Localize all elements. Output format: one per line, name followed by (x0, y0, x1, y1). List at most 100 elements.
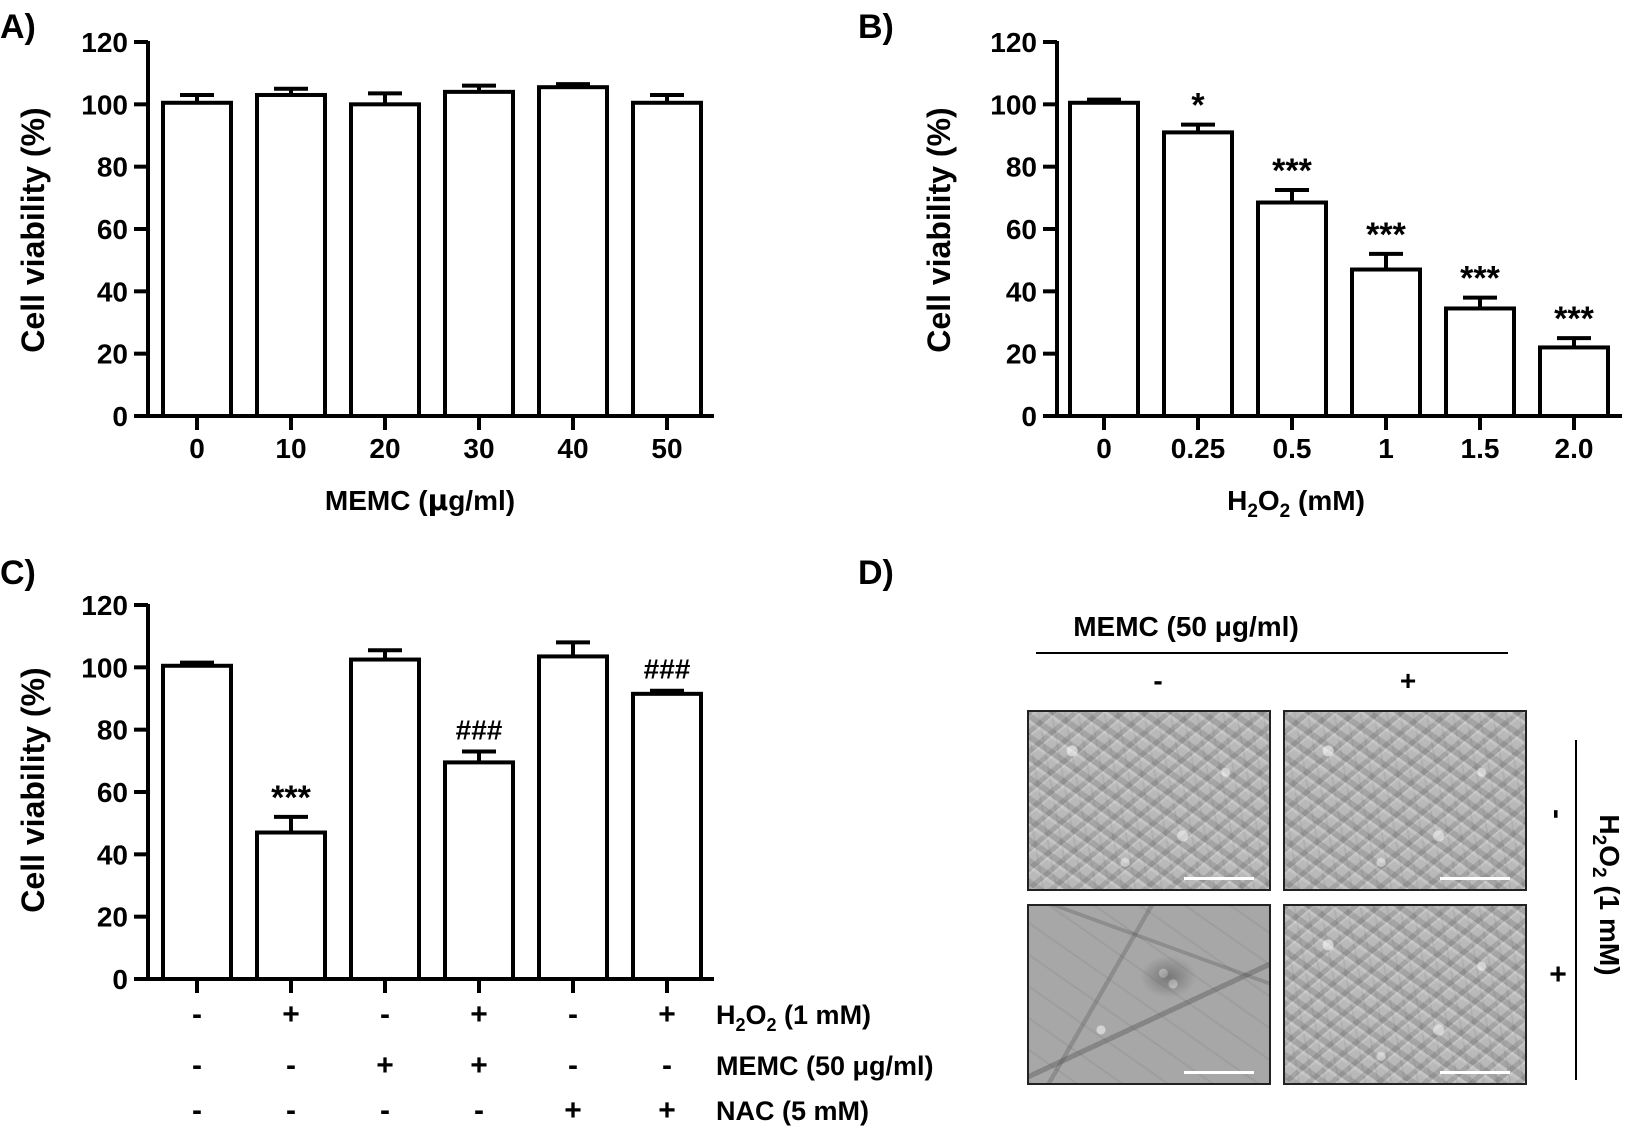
chart-b-significance-label: *** (1366, 216, 1406, 254)
panel-d-label: D) (858, 554, 894, 592)
chart-c-bar (161, 663, 233, 982)
chart-b-xlabel-sub2: 2 (1280, 501, 1291, 522)
chart-c-condition-sign: - (192, 1094, 202, 1127)
chart-b-x-tick-label: 0 (1096, 433, 1112, 464)
chart-c: 0 20 40 60 80 100 120 Cell viability (%) *** ### #… (15, 590, 714, 995)
chart-a-x-tick-label: 0 (189, 433, 205, 464)
chart-c-y-tick-label: 120 (81, 590, 128, 621)
chart-b-significance-label: *** (1460, 260, 1500, 298)
chart-a-x-tick-label: 50 (651, 433, 682, 464)
chart-b-xlabel-o: O (1258, 485, 1280, 516)
chart-c-bar (255, 830, 327, 981)
chart-c-condition-sign: - (474, 1094, 484, 1127)
chart-b-xlabel-h: H (1227, 485, 1247, 516)
chart-c-bar (631, 691, 703, 981)
chart-b-y-tick-label: 80 (1006, 152, 1037, 183)
chart-c-condition-sign: + (658, 998, 676, 1031)
micrograph-memc-h2o2 (1283, 904, 1527, 1085)
chart-a-y-tick-label: 0 (112, 401, 128, 432)
chart-b-xlabel-tail: (mM) (1290, 485, 1365, 516)
chart-c-condition-sign: - (192, 1049, 202, 1082)
scale-bar (1440, 1071, 1510, 1074)
micrograph-control (1027, 710, 1271, 891)
micrograph-memc (1283, 710, 1527, 891)
chart-c-cond-memc-label: MEMC (50 μg/ml) (716, 1051, 934, 1081)
panel-a-label: A) (0, 8, 36, 46)
chart-a-y-tick-label: 120 (81, 27, 128, 58)
chart-c-condition-sign: - (192, 998, 202, 1031)
chart-b-bar (1538, 345, 1610, 418)
panel-d-h2o2-header: H2O2 (1 mM) (1588, 814, 1625, 975)
chart-b-xlabel: H2O2 (mM) (1227, 485, 1365, 522)
chart-a-xlabel-mu: μ (428, 484, 449, 517)
chart-c-condition-sign: + (282, 998, 300, 1031)
chart-b-x-tick-label: 0.5 (1273, 433, 1312, 464)
chart-b-bar (1256, 200, 1328, 418)
chart-b-x-tick-label: 0.25 (1171, 433, 1226, 464)
chart-c-condition-signs: - + - + - + - - + + - - - - - - + + (192, 998, 676, 1127)
chart-b-y-tick-label: 60 (1006, 214, 1037, 245)
chart-a-bar (537, 85, 609, 418)
chart-a-x-tick-label: 10 (275, 433, 306, 464)
chart-b-x-tick-label: 1.5 (1461, 433, 1500, 464)
panel-d-memc-minus: - (1153, 665, 1162, 696)
chart-c-condition-sign: - (286, 1094, 296, 1127)
chart-c-y-tick-label: 80 (97, 715, 128, 746)
chart-c-y-tick-label: 60 (97, 777, 128, 808)
chart-c-bar (443, 760, 515, 981)
chart-b-significance-label: *** (1554, 300, 1594, 338)
chart-c-y-tick-label: 40 (97, 839, 128, 870)
chart-a-xlabel: MEMC (μg/ml) (325, 484, 515, 517)
chart-c-significance-label: ### (456, 714, 503, 745)
chart-b-bar (1444, 306, 1516, 419)
chart-c-y-tick-label: 0 (112, 964, 128, 995)
chart-c-y-tick-label: 100 (81, 652, 128, 683)
chart-b-y-tick-label: 120 (990, 27, 1037, 58)
chart-c-y-tick-label: 20 (97, 902, 128, 933)
chart-a-bar (443, 89, 515, 418)
chart-c-condition-sign: - (568, 1049, 578, 1082)
chart-b-y-tick-label: 40 (1006, 276, 1037, 307)
chart-c-bar (537, 654, 609, 981)
chart-c-cond-h2o2-label: H2O2 (1 mM) (716, 1000, 871, 1035)
scale-bar (1440, 877, 1510, 880)
chart-a-y-tick-label: 20 (97, 339, 128, 370)
chart-c-condition-sign: - (380, 1094, 390, 1127)
chart-b-significance-label: *** (1272, 152, 1312, 190)
scale-bar (1184, 1071, 1254, 1074)
chart-b-y-tick-label: 0 (1021, 401, 1037, 432)
chart-c-condition-sign: - (380, 998, 390, 1031)
chart-a-bar (255, 92, 327, 418)
chart-b-significance-label: * (1191, 87, 1205, 125)
chart-c-cond-nac-label: NAC (5 mM) (716, 1096, 869, 1126)
chart-b-bar (1068, 100, 1140, 419)
chart-b-y-tick-label: 100 (990, 89, 1037, 120)
chart-c-condition-sign: + (376, 1049, 394, 1082)
chart-b: 0 20 40 60 80 100 120 Cell viability (%) 0 * 0.25 *… (921, 27, 1622, 464)
panel-c-label: C) (0, 554, 36, 592)
chart-c-condition-sign: + (658, 1094, 676, 1127)
panel-d-h2o2-plus: + (1541, 965, 1574, 983)
panel-d-memc-header: MEMC (50 μg/ml) (1073, 611, 1299, 642)
chart-c-ylabel: Cell viability (%) (15, 667, 51, 912)
chart-a-bar (349, 102, 421, 418)
chart-b-x-tick-label: 2.0 (1555, 433, 1594, 464)
chart-a-y-tick-label: 80 (97, 152, 128, 183)
chart-c-condition-sign: - (286, 1049, 296, 1082)
panel-d-h2o2-minus: - (1541, 809, 1574, 819)
chart-a-y-tick-label: 100 (81, 89, 128, 120)
chart-c-condition-sign: - (568, 998, 578, 1031)
chart-c-condition-sign: + (470, 998, 488, 1031)
chart-b-xlabel-sub1: 2 (1247, 501, 1258, 522)
micrograph-h2o2 (1027, 904, 1271, 1085)
panel-d-memc-plus: + (1400, 665, 1416, 696)
chart-a: 0 20 40 60 80 100 120 Cell viability (%) 0 10 20 30… (15, 27, 714, 464)
chart-c-condition-sign: + (564, 1094, 582, 1127)
chart-c-significance-label: ### (644, 654, 691, 685)
scale-bar (1184, 877, 1254, 880)
chart-a-xlabel-main: MEMC ( (325, 485, 428, 516)
chart-b-bar (1350, 267, 1422, 418)
chart-a-x-tick-label: 30 (463, 433, 494, 464)
chart-c-condition-sign: + (470, 1049, 488, 1082)
